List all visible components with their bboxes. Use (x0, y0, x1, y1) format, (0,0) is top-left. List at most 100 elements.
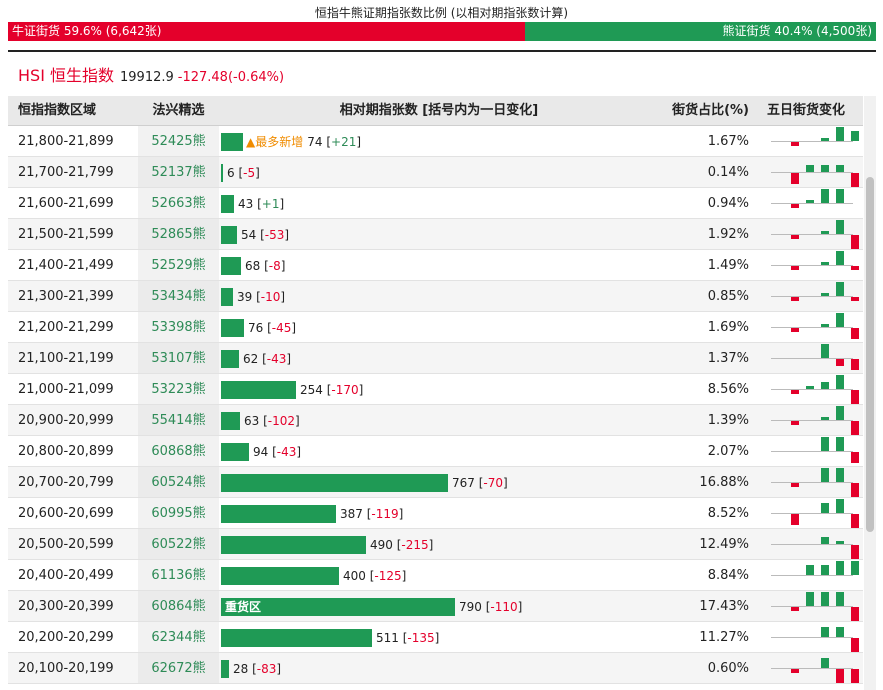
share-cell: 2.07% (707, 444, 749, 459)
contracts-value: 490 [-215] (370, 537, 434, 552)
sparkline-bar (821, 165, 829, 172)
share-cell: 1.39% (707, 413, 749, 428)
sparkline-baseline (771, 451, 853, 452)
pick-cell: 60524熊 (138, 467, 219, 497)
warrant-code-link[interactable]: 53434熊 (151, 289, 206, 304)
warrant-code-link[interactable]: 60524熊 (151, 475, 206, 490)
sparkline-bar (821, 468, 829, 482)
share-cell: 0.94% (707, 196, 749, 211)
sparkline-bar (851, 235, 859, 249)
contracts-bar (221, 349, 239, 368)
range-cell: 21,300-21,399 (18, 289, 114, 304)
range-cell: 20,800-20,899 (18, 444, 114, 459)
contracts-change: -53 (264, 227, 285, 242)
contracts-count: 767 (452, 475, 475, 490)
header-range[interactable]: 恒指指数区域 (18, 103, 97, 118)
header-pick[interactable]: 法兴精选 (152, 103, 205, 118)
warrant-code-link[interactable]: 52663熊 (151, 196, 206, 211)
header-share[interactable]: 街货占比(%) (672, 103, 749, 118)
sparkline-bar (821, 137, 829, 141)
contracts-count: 54 (241, 227, 257, 242)
pick-cell: 60995熊 (138, 498, 219, 528)
contracts-cell: 43 [+1] (219, 188, 659, 218)
warrant-code-link[interactable]: 53107熊 (151, 351, 206, 366)
sparkline-bar (821, 416, 829, 420)
warrant-code-link[interactable]: 52425熊 (151, 134, 206, 149)
sparkline-baseline (771, 575, 853, 576)
contracts-value: 6 [-5] (227, 165, 260, 180)
contracts-count: 74 (307, 134, 323, 149)
pick-cell: 55414熊 (138, 405, 219, 435)
warrant-code-link[interactable]: 52137熊 (151, 165, 206, 180)
header-five-day[interactable]: 五日街货变化 (766, 103, 845, 118)
sparkline-bar (791, 669, 799, 673)
sparkline-bar (821, 502, 829, 513)
sparkline-bar (791, 235, 799, 239)
sparkline-bar (851, 669, 859, 683)
table-row: 20,900-20,999 55414熊 63 [-102] 1.39% (8, 405, 863, 436)
sparkline-bar (836, 592, 844, 606)
share-cell: 0.14% (707, 165, 749, 180)
share-cell: 1.67% (707, 134, 749, 149)
sparkline-bar (836, 189, 844, 203)
sparkline-baseline (771, 203, 853, 204)
contracts-change: +1 (261, 196, 280, 211)
contracts-count: 6 (227, 165, 235, 180)
sparkline-bar (791, 607, 799, 611)
scrollbar-thumb[interactable] (866, 177, 874, 532)
contracts-bar (221, 628, 372, 647)
contracts-bar (221, 225, 237, 244)
five-day-cell (749, 157, 863, 187)
sparkline-bar (851, 390, 859, 404)
contracts-value: 387 [-119] (340, 506, 404, 521)
sparkline-bar (821, 437, 829, 451)
range-cell: 21,600-21,699 (18, 196, 114, 211)
sparkline-baseline (771, 482, 853, 483)
header-contracts[interactable]: 相对期指张数 [括号内为一日变化] (339, 103, 539, 118)
sparkline-bar (821, 230, 829, 234)
contracts-value: 400 [-125] (343, 568, 407, 583)
warrant-code-link[interactable]: 62672熊 (151, 661, 206, 676)
five-day-sparkline (771, 405, 859, 436)
warrant-code-link[interactable]: 61136熊 (151, 568, 206, 583)
table-row: 21,300-21,399 53434熊 39 [-10] 0.85% (8, 281, 863, 312)
contracts-cell: 54 [-53] (219, 219, 659, 249)
warrant-code-link[interactable]: 55414熊 (151, 413, 206, 428)
sparkline-bar (821, 537, 829, 544)
sparkline-bar (821, 564, 829, 575)
contracts-count: 39 (237, 289, 253, 304)
table-row: 20,700-20,799 60524熊 767 [-70] 16.88% (8, 467, 863, 498)
pick-cell: 62672熊 (138, 653, 219, 683)
five-day-cell (749, 188, 863, 218)
five-day-sparkline (771, 157, 859, 188)
warrant-code-link[interactable]: 53398熊 (151, 320, 206, 335)
warrant-code-link[interactable]: 53223熊 (151, 382, 206, 397)
sparkline-bar (851, 561, 859, 575)
sparkline-bar (821, 323, 829, 327)
contracts-count: 28 (233, 661, 249, 676)
contracts-value: 790 [-110] (459, 599, 523, 614)
sparkline-baseline (771, 141, 853, 142)
pick-cell: 52425熊 (138, 126, 219, 156)
five-day-cell (749, 343, 863, 373)
contracts-cell: 490 [-215] (219, 529, 659, 559)
contracts-cell: 76 [-45] (219, 312, 659, 342)
warrant-code-link[interactable]: 60995熊 (151, 506, 206, 521)
warrant-code-link[interactable]: 52529熊 (151, 258, 206, 273)
warrant-code-link[interactable]: 60522熊 (151, 537, 206, 552)
warrant-code-link[interactable]: 60868熊 (151, 444, 206, 459)
five-day-cell (749, 560, 863, 590)
warrant-code-link[interactable]: 52865熊 (151, 227, 206, 242)
range-cell: 20,300-20,399 (18, 599, 114, 614)
warrant-code-link[interactable]: 62344熊 (151, 630, 206, 645)
sparkline-baseline (771, 358, 853, 359)
contracts-cell: 387 [-119] (219, 498, 659, 528)
contracts-value: 28 [-83] (233, 661, 282, 676)
five-day-cell (749, 126, 863, 156)
warrant-code-link[interactable]: 60864熊 (151, 599, 206, 614)
share-cell: 0.60% (707, 661, 749, 676)
five-day-cell (749, 622, 863, 652)
five-day-sparkline (771, 560, 859, 591)
sparkline-bar (791, 297, 799, 301)
contracts-count: 94 (253, 444, 269, 459)
